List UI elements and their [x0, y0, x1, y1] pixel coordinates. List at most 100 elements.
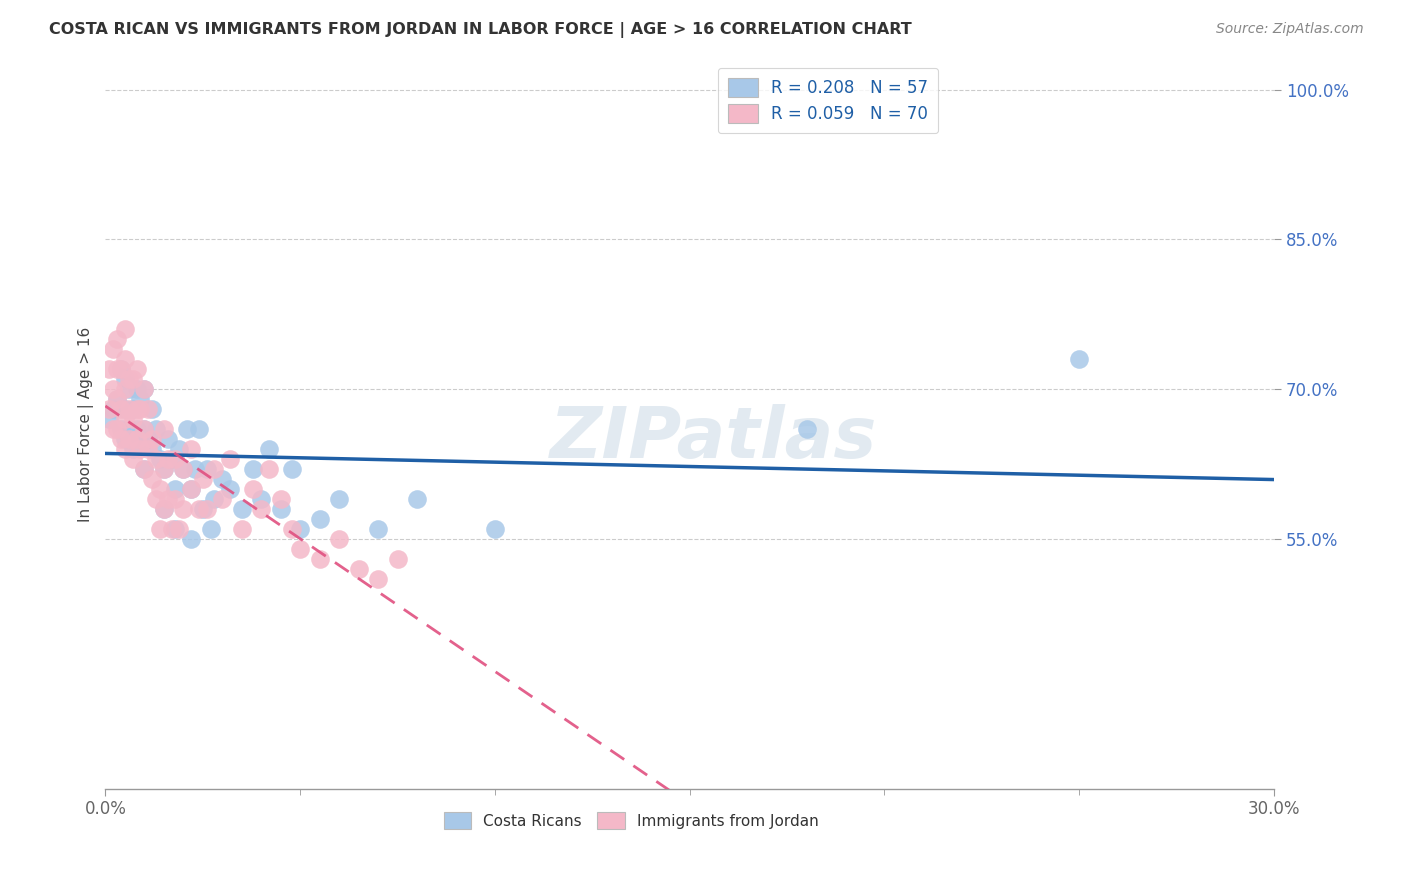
- Point: [242, 462, 264, 476]
- Point: [180, 532, 202, 546]
- Point: [105, 332, 128, 346]
- Point: [231, 502, 253, 516]
- Point: [796, 422, 818, 436]
- Point: [114, 412, 136, 426]
- Point: [257, 442, 280, 456]
- Point: [125, 432, 148, 446]
- Point: [367, 522, 389, 536]
- Point: [121, 452, 143, 467]
- Point: [191, 472, 214, 486]
- Point: [114, 402, 136, 417]
- Point: [101, 382, 124, 396]
- Point: [270, 491, 292, 506]
- Point: [281, 522, 304, 536]
- Point: [125, 362, 148, 376]
- Text: COSTA RICAN VS IMMIGRANTS FROM JORDAN IN LABOR FORCE | AGE > 16 CORRELATION CHAR: COSTA RICAN VS IMMIGRANTS FROM JORDAN IN…: [49, 22, 912, 38]
- Point: [145, 452, 167, 467]
- Point: [165, 522, 187, 536]
- Point: [98, 362, 121, 376]
- Point: [121, 412, 143, 426]
- Point: [347, 562, 370, 576]
- Point: [204, 462, 226, 476]
- Point: [101, 402, 124, 417]
- Point: [114, 432, 136, 446]
- Point: [153, 462, 176, 476]
- Point: [257, 462, 280, 476]
- Point: [219, 482, 242, 496]
- Point: [121, 402, 143, 417]
- Point: [98, 412, 121, 426]
- Point: [129, 392, 152, 406]
- Point: [169, 442, 191, 456]
- Point: [118, 382, 141, 396]
- Point: [125, 422, 148, 436]
- Point: [172, 502, 194, 516]
- Point: [156, 432, 179, 446]
- Point: [129, 402, 152, 417]
- Point: [288, 522, 311, 536]
- Text: ZIPatlas: ZIPatlas: [550, 404, 877, 473]
- Point: [134, 382, 156, 396]
- Point: [191, 502, 214, 516]
- Point: [101, 422, 124, 436]
- Point: [165, 491, 187, 506]
- Point: [156, 491, 179, 506]
- Point: [136, 442, 159, 456]
- Point: [105, 392, 128, 406]
- Y-axis label: In Labor Force | Age > 16: In Labor Force | Age > 16: [79, 326, 94, 522]
- Point: [195, 502, 218, 516]
- Point: [125, 382, 148, 396]
- Point: [118, 402, 141, 417]
- Point: [114, 372, 136, 386]
- Point: [125, 402, 148, 417]
- Point: [105, 392, 128, 406]
- Point: [118, 372, 141, 386]
- Point: [141, 442, 163, 456]
- Point: [211, 491, 233, 506]
- Point: [187, 502, 209, 516]
- Point: [1069, 352, 1091, 367]
- Point: [153, 502, 176, 516]
- Point: [136, 402, 159, 417]
- Point: [200, 522, 222, 536]
- Point: [110, 432, 132, 446]
- Point: [153, 422, 176, 436]
- Point: [328, 491, 350, 506]
- Point: [308, 552, 330, 566]
- Point: [169, 522, 191, 536]
- Point: [134, 462, 156, 476]
- Point: [105, 422, 128, 436]
- Point: [153, 462, 176, 476]
- Point: [288, 541, 311, 556]
- Point: [141, 432, 163, 446]
- Point: [219, 452, 242, 467]
- Point: [145, 422, 167, 436]
- Point: [134, 462, 156, 476]
- Point: [114, 382, 136, 396]
- Point: [156, 452, 179, 467]
- Point: [110, 422, 132, 436]
- Point: [110, 362, 132, 376]
- Legend: Costa Ricans, Immigrants from Jordan: Costa Ricans, Immigrants from Jordan: [437, 805, 825, 836]
- Point: [141, 472, 163, 486]
- Point: [110, 402, 132, 417]
- Point: [387, 552, 409, 566]
- Point: [149, 452, 172, 467]
- Point: [134, 382, 156, 396]
- Point: [134, 422, 156, 436]
- Point: [180, 442, 202, 456]
- Point: [270, 502, 292, 516]
- Point: [281, 462, 304, 476]
- Point: [129, 432, 152, 446]
- Point: [118, 432, 141, 446]
- Point: [153, 502, 176, 516]
- Point: [114, 442, 136, 456]
- Point: [195, 462, 218, 476]
- Point: [121, 442, 143, 456]
- Point: [231, 522, 253, 536]
- Point: [145, 491, 167, 506]
- Point: [114, 322, 136, 336]
- Point: [204, 491, 226, 506]
- Point: [176, 422, 198, 436]
- Point: [250, 502, 273, 516]
